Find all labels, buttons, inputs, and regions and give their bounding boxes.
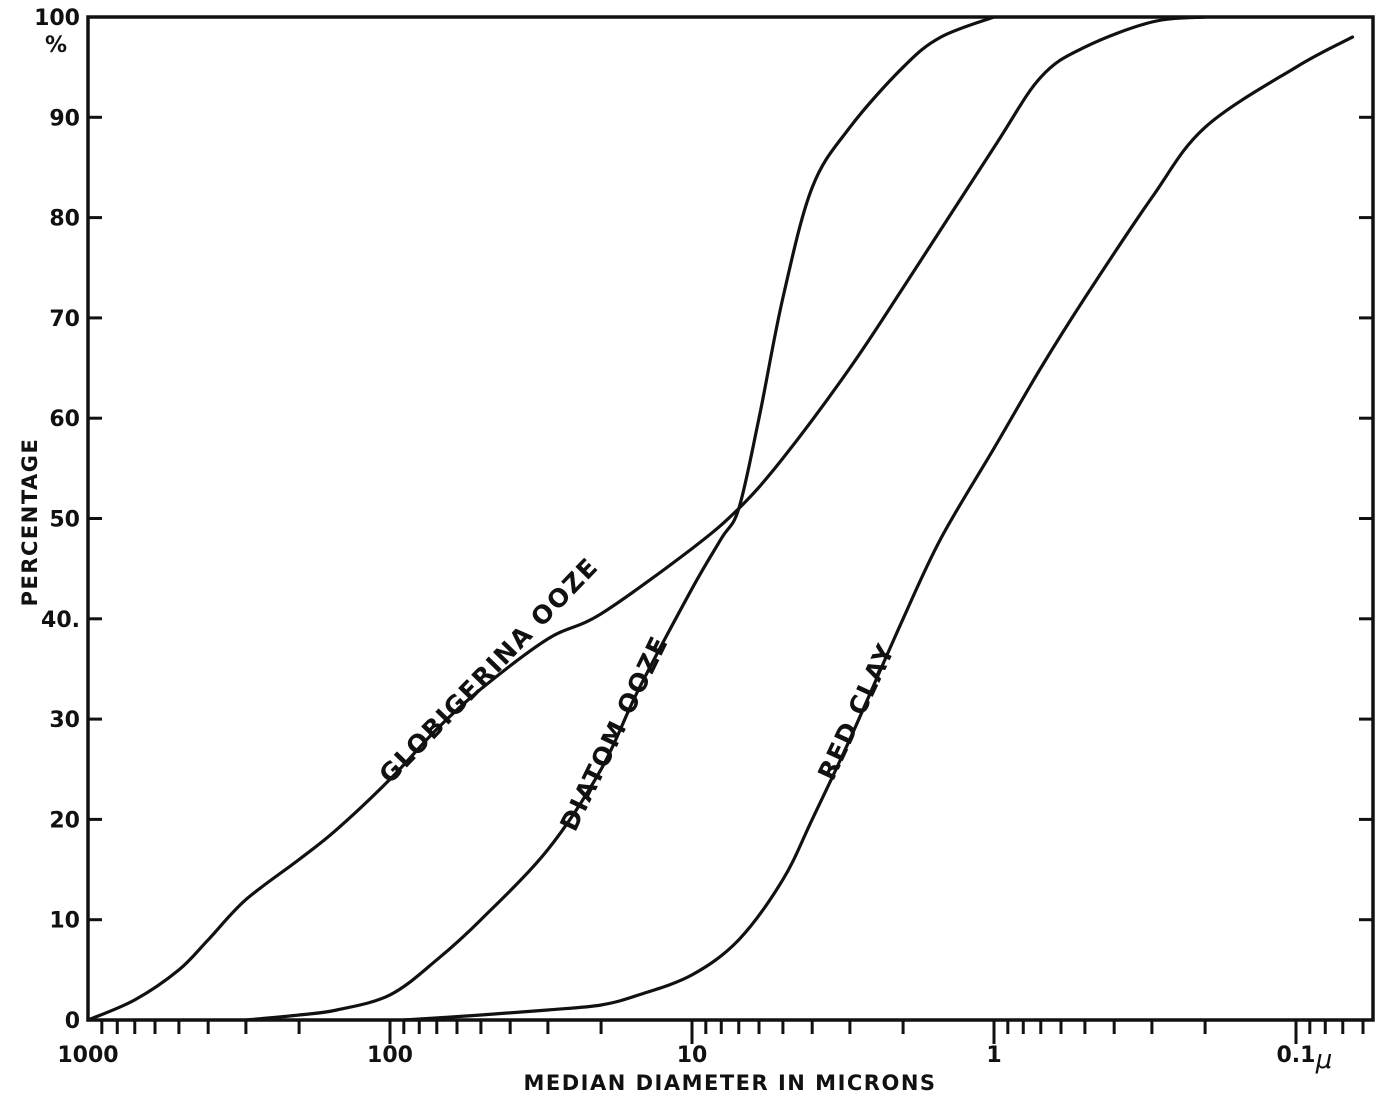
- y-tick-label: 60: [49, 407, 80, 432]
- x-unit-label: μ: [1315, 1045, 1333, 1075]
- x-tick-label: 0.1: [1277, 1043, 1316, 1068]
- x-tick-label: 100: [367, 1043, 413, 1068]
- y-tick-label: 0: [65, 1009, 80, 1034]
- x-axis-title: MEDIAN DIAMETER IN MICRONS: [523, 1071, 936, 1095]
- series-label-red-clay: RED CLAY: [812, 639, 900, 785]
- y-tick-label: 80: [49, 207, 80, 232]
- tick-labels: 0 10 20 30 40. 50 60 70 80 90 100 1000 100 10 1 0.1: [34, 6, 1315, 1068]
- axis-ticks: [88, 15, 1373, 1044]
- curve-diatom-ooze: [244, 15, 996, 1022]
- curve-red-clay: [402, 35, 1355, 1022]
- plot-frame: [86, 15, 1375, 1022]
- y-tick-label: 50: [49, 508, 80, 533]
- y-tick-label: 20: [49, 808, 80, 833]
- data-curves: [86, 15, 1355, 1022]
- y-axis-title: PERCENTAGE: [18, 438, 42, 607]
- x-tick-label: 1: [986, 1043, 1001, 1068]
- series-label-globigerina: GLOBIGERINA OOZE: [373, 552, 604, 789]
- y-tick-label: 100: [34, 6, 80, 31]
- x-tick-label: 10: [677, 1043, 708, 1068]
- curve-globigerina-ooze: [86, 15, 1207, 1022]
- y-tick-label: 70: [49, 307, 80, 332]
- x-tick-label: 1000: [57, 1043, 118, 1068]
- y-tick-label: 30: [49, 708, 80, 733]
- series-label-diatom: DIATOM OOZE: [554, 631, 674, 836]
- y-tick-label: 10: [49, 909, 80, 934]
- y-tick-label: 40.: [41, 608, 80, 633]
- y-tick-label: 90: [49, 106, 80, 131]
- y-unit-label: %: [45, 33, 67, 58]
